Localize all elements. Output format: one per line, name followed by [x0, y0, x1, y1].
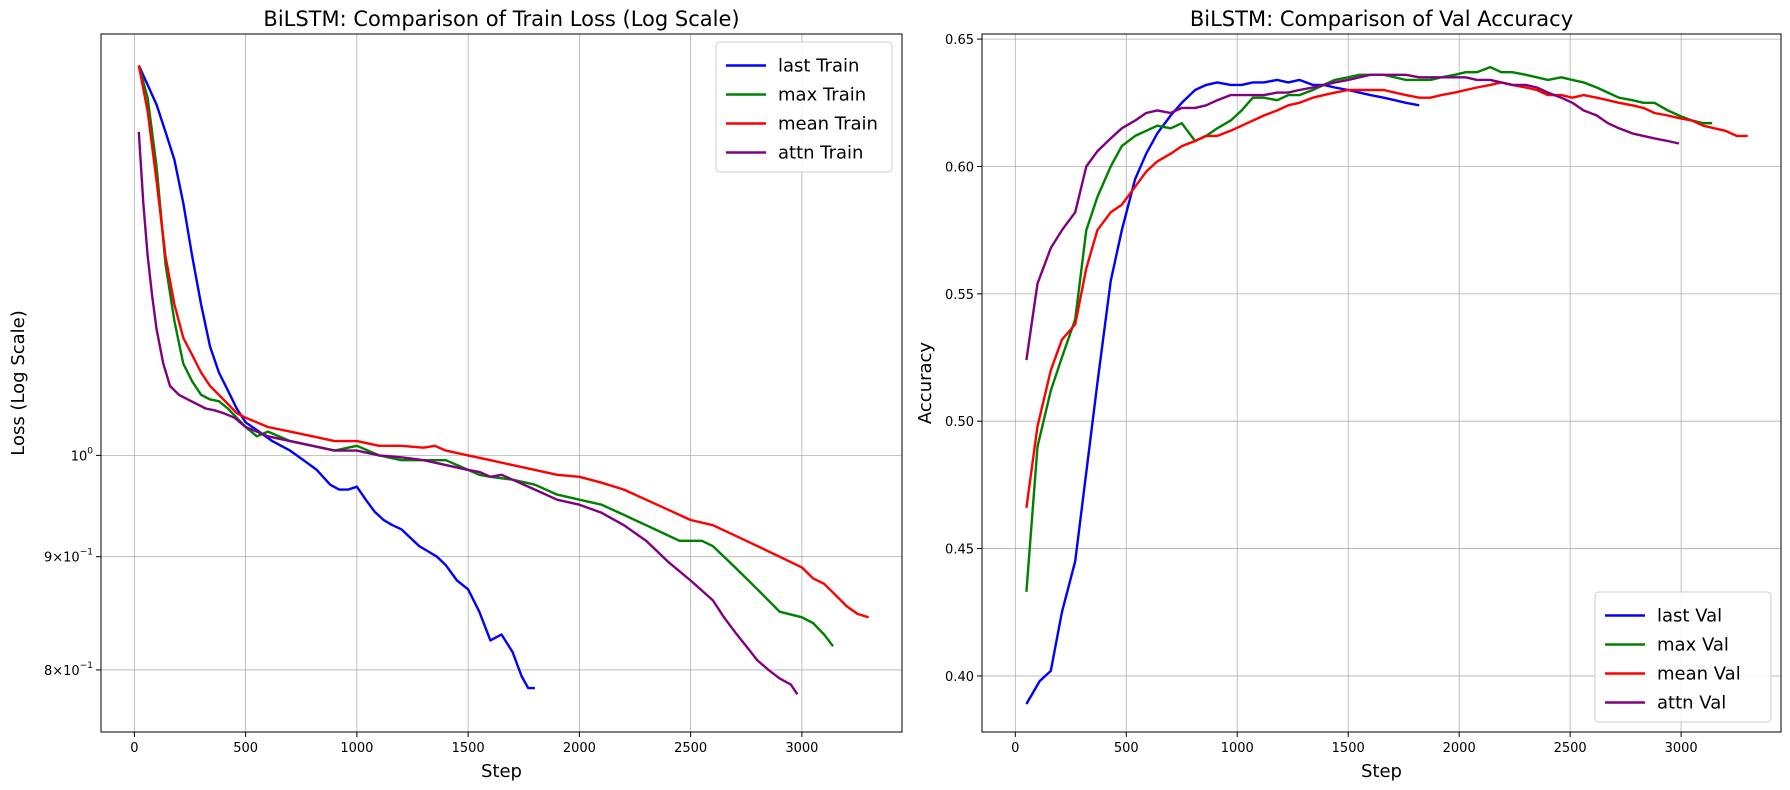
x-tick-label: 500 — [1114, 741, 1139, 756]
legend-box — [1594, 591, 1772, 723]
y-tick-label: 0.60 — [945, 160, 974, 175]
legend-label: last Train — [778, 56, 859, 77]
series-lines — [1025, 65, 1748, 705]
x-tick-label: 1000 — [340, 741, 373, 756]
x-tick-label: 2000 — [563, 741, 596, 756]
series-line-attn-train — [137, 131, 799, 695]
series-lines — [137, 65, 869, 695]
x-tick-label: 3000 — [785, 741, 818, 756]
legend: last Train max Train mean Train attn Train — [715, 41, 893, 173]
y-tick-label: 100 — [71, 446, 94, 464]
y-tick-label-base: 10 — [71, 449, 88, 464]
series-line-last-train — [137, 65, 535, 690]
x-axis-label: Step — [481, 761, 522, 782]
series-line-last-val — [1025, 78, 1420, 705]
y-tick-label-exponent: 0 — [87, 446, 93, 456]
x-tick-label: 0 — [130, 741, 138, 756]
x-axis-label: Step — [1361, 761, 1402, 782]
legend-label: last Val — [1657, 606, 1722, 627]
series-line-mean-train — [137, 65, 869, 619]
x-tick-label: 3000 — [1665, 741, 1698, 756]
y-tick-label: 0.55 — [945, 288, 974, 303]
series-line-max-train — [137, 65, 834, 647]
y-tick-label-base: 8×10 — [44, 664, 80, 679]
grid — [982, 34, 1781, 732]
x-tick-label: 1500 — [452, 741, 485, 756]
legend-label: max Train — [778, 85, 866, 106]
y-tick-label: 9×10−1 — [44, 548, 93, 566]
y-tick-label: 0.65 — [945, 33, 974, 48]
val-accuracy-chart: BiLSTM: Comparison of Val Accuracy Step … — [915, 7, 1782, 782]
legend-label: attn Train — [778, 143, 863, 164]
y-tick-label-exponent: −1 — [80, 661, 93, 671]
y-tick-label: 0.40 — [945, 670, 974, 685]
series-line-attn-val — [1025, 73, 1680, 361]
x-axis-ticks: 0 500 1000 1500 2000 2500 3000 — [130, 732, 818, 756]
x-tick-label: 2000 — [1443, 741, 1476, 756]
chart-title: BiLSTM: Comparison of Train Loss (Log Sc… — [263, 7, 739, 31]
legend-label: max Val — [1657, 635, 1729, 656]
legend: last Val max Val mean Val attn Val — [1594, 591, 1772, 723]
y-axis-ticks: 0.40 0.45 0.50 0.55 0.60 0.65 — [945, 33, 982, 685]
chart-title: BiLSTM: Comparison of Val Accuracy — [1190, 7, 1573, 31]
legend-box — [715, 41, 893, 173]
x-tick-label: 500 — [233, 741, 258, 756]
y-tick-label: 0.50 — [945, 415, 974, 430]
y-tick-label-base: 9×10 — [44, 551, 80, 566]
y-tick-label: 0.45 — [945, 543, 974, 558]
plot-frame — [981, 33, 1782, 733]
train-loss-chart: BiLSTM: Comparison of Train Loss (Log Sc… — [8, 7, 903, 782]
x-axis-ticks: 0 500 1000 1500 2000 2500 3000 — [1011, 732, 1698, 756]
y-axis-label: Accuracy — [915, 342, 936, 425]
x-tick-label: 2500 — [674, 741, 707, 756]
y-tick-label-exponent: −1 — [80, 548, 93, 558]
y-tick-label: 8×10−1 — [44, 661, 93, 679]
legend-label: mean Val — [1657, 664, 1741, 685]
x-tick-label: 2500 — [1554, 741, 1587, 756]
legend-label: attn Val — [1657, 693, 1726, 714]
series-line-mean-val — [1025, 81, 1748, 508]
x-tick-label: 1500 — [1332, 741, 1365, 756]
plot-frame — [100, 33, 903, 733]
y-axis-label: Loss (Log Scale) — [8, 310, 29, 456]
x-tick-label: 0 — [1011, 741, 1019, 756]
x-tick-label: 1000 — [1221, 741, 1254, 756]
legend-label: mean Train — [778, 114, 878, 135]
